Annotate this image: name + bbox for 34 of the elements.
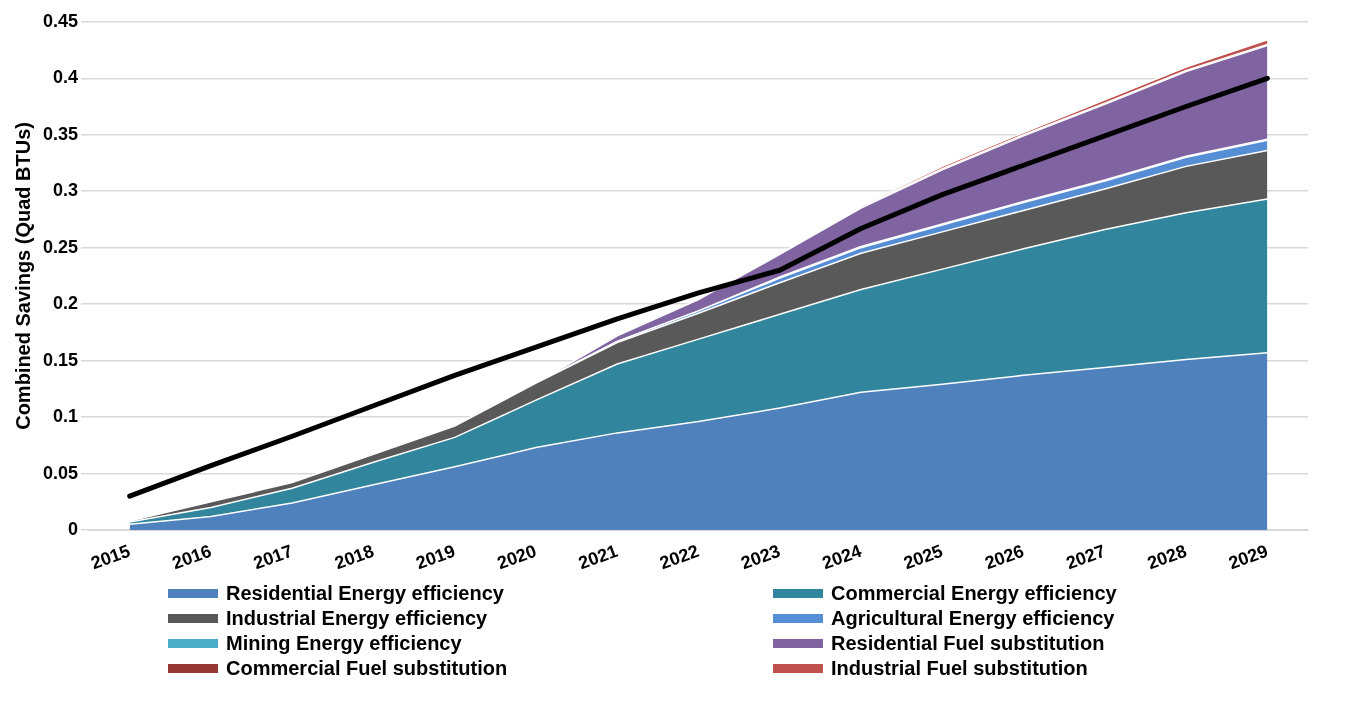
x-tick-label: 2019 <box>413 540 458 574</box>
legend-label: Commercial Energy efficiency <box>831 582 1117 605</box>
legend-label: Residential Energy efficiency <box>226 582 504 605</box>
x-tick-label: 2029 <box>1225 540 1271 574</box>
x-tick-label: 2027 <box>1063 540 1108 574</box>
y-tick-label: 0.25 <box>42 236 79 257</box>
x-tick-label: 2024 <box>819 540 865 574</box>
x-tick-label: 2016 <box>169 540 214 574</box>
y-tick-label: 0.3 <box>53 180 79 201</box>
x-tick-label: 2017 <box>250 540 296 574</box>
legend-label: Commercial Fuel substitution <box>226 657 508 680</box>
x-tick-label: 2026 <box>982 540 1027 574</box>
legend-label: Agricultural Energy efficiency <box>831 607 1115 630</box>
y-tick-label: 0 <box>68 518 79 539</box>
legend-label: Industrial Energy efficiency <box>226 607 488 630</box>
y-axis-title: Combined Savings (Quad BTUs) <box>11 122 34 430</box>
x-tick-label: 2022 <box>657 540 702 574</box>
x-tick-label: 2025 <box>900 540 946 574</box>
x-tick-label: 2028 <box>1144 540 1190 574</box>
y-tick-label: 0.35 <box>42 123 79 144</box>
y-tick-label: 0.1 <box>53 406 79 427</box>
y-tick-label: 0.2 <box>53 293 79 314</box>
x-tick-label: 2020 <box>494 540 540 574</box>
y-tick-label: 0.4 <box>53 67 79 88</box>
y-tick-label: 0.45 <box>42 10 79 31</box>
y-tick-label: 0.05 <box>42 462 79 483</box>
legend-label: Mining Energy efficiency <box>226 632 462 655</box>
y-tick-label: 0.15 <box>42 349 79 370</box>
x-tick-label: 2018 <box>332 540 377 574</box>
x-tick-label: 2015 <box>88 540 133 574</box>
legend-label: Industrial Fuel substitution <box>831 657 1088 680</box>
x-tick-label: 2021 <box>575 540 621 574</box>
x-tick-label: 2023 <box>738 540 783 574</box>
legend-label: Residential Fuel substitution <box>831 632 1105 655</box>
